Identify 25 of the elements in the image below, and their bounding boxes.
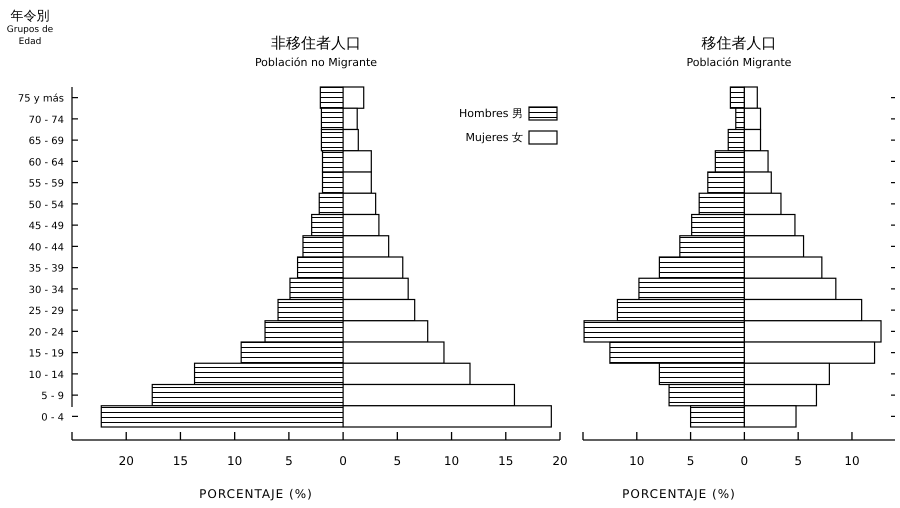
chart-subtitle: Población no Migrante bbox=[254, 56, 378, 69]
y-tick-label: 75 y más bbox=[18, 94, 64, 105]
y-tick-label: 0 - 4 bbox=[41, 412, 64, 424]
y-tick-label: 50 - 54 bbox=[28, 200, 64, 211]
y-tick-label: 70 - 74 bbox=[28, 114, 64, 126]
y-tick-label: 40 - 44 bbox=[28, 242, 64, 254]
x-axis-title: PORCENTAJE (%) bbox=[622, 487, 736, 501]
y-tick-label: 65 - 69 bbox=[28, 136, 64, 148]
chart-title: 移住者人口 bbox=[702, 34, 776, 52]
x-axis-title: PORCENTAJE (%) bbox=[199, 487, 313, 501]
y-tick-label: 25 - 29 bbox=[28, 306, 64, 318]
y-tick-label: 45 - 49 bbox=[28, 221, 64, 232]
y-tick-label: 60 - 64 bbox=[28, 157, 64, 168]
legend-label: Hombres 男 bbox=[459, 107, 523, 120]
y-tick-label: 5 - 9 bbox=[41, 391, 64, 402]
y-tick-label: 15 - 19 bbox=[28, 348, 64, 360]
chart-title: 非移住者人口 bbox=[271, 34, 361, 52]
chart-subtitle: Población Migrante bbox=[686, 56, 792, 69]
y-tick-label: 10 - 14 bbox=[28, 370, 64, 381]
y-tick-label: 30 - 34 bbox=[28, 284, 64, 296]
legend-label: Mujeres 女 bbox=[465, 131, 523, 144]
y-axis-title: 年令別 Grupos de Edad bbox=[6, 9, 54, 47]
y-tick-label: 20 - 24 bbox=[28, 327, 64, 338]
y-tick-label: 55 - 59 bbox=[28, 178, 64, 190]
y-tick-label: 35 - 39 bbox=[28, 264, 64, 275]
